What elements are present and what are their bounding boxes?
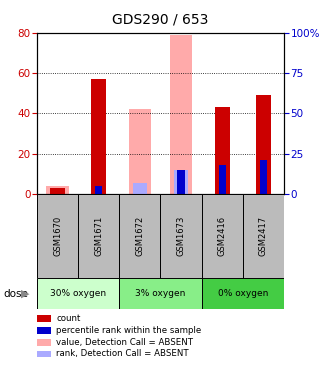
Text: GSM1671: GSM1671 [94,216,103,256]
Bar [202,194,243,278]
Bar [78,194,119,278]
Text: GSM1672: GSM1672 [135,216,144,256]
Bar [133,183,147,194]
Bar [219,165,226,194]
Text: GSM1670: GSM1670 [53,216,62,256]
Text: rank, Detection Call = ABSENT: rank, Detection Call = ABSENT [56,350,189,358]
Text: GDS290 / 653: GDS290 / 653 [112,13,209,27]
Bar [50,188,65,194]
Bar [129,109,151,194]
Bar [46,186,69,194]
Bar [256,96,271,194]
Text: dose: dose [3,289,28,299]
Bar [260,160,267,194]
Text: percentile rank within the sample: percentile rank within the sample [56,326,201,335]
Text: GSM2417: GSM2417 [259,216,268,256]
Text: GSM2416: GSM2416 [218,216,227,256]
Bar [174,170,188,194]
Text: 30% oxygen: 30% oxygen [50,289,106,298]
Bar [243,194,284,278]
Text: 0% oxygen: 0% oxygen [218,289,268,298]
Bar [119,278,202,309]
Bar [202,278,284,309]
Text: count: count [56,314,81,323]
Bar [119,194,160,278]
Bar [215,108,230,194]
Bar [160,194,202,278]
Bar [91,79,106,194]
Bar [37,278,119,309]
Text: GSM1673: GSM1673 [177,216,186,256]
Bar [178,170,185,194]
Bar [95,186,102,194]
Text: 3% oxygen: 3% oxygen [135,289,186,298]
Text: value, Detection Call = ABSENT: value, Detection Call = ABSENT [56,338,193,347]
Bar [170,35,192,194]
Bar [37,194,78,278]
Text: ▶: ▶ [21,289,29,299]
